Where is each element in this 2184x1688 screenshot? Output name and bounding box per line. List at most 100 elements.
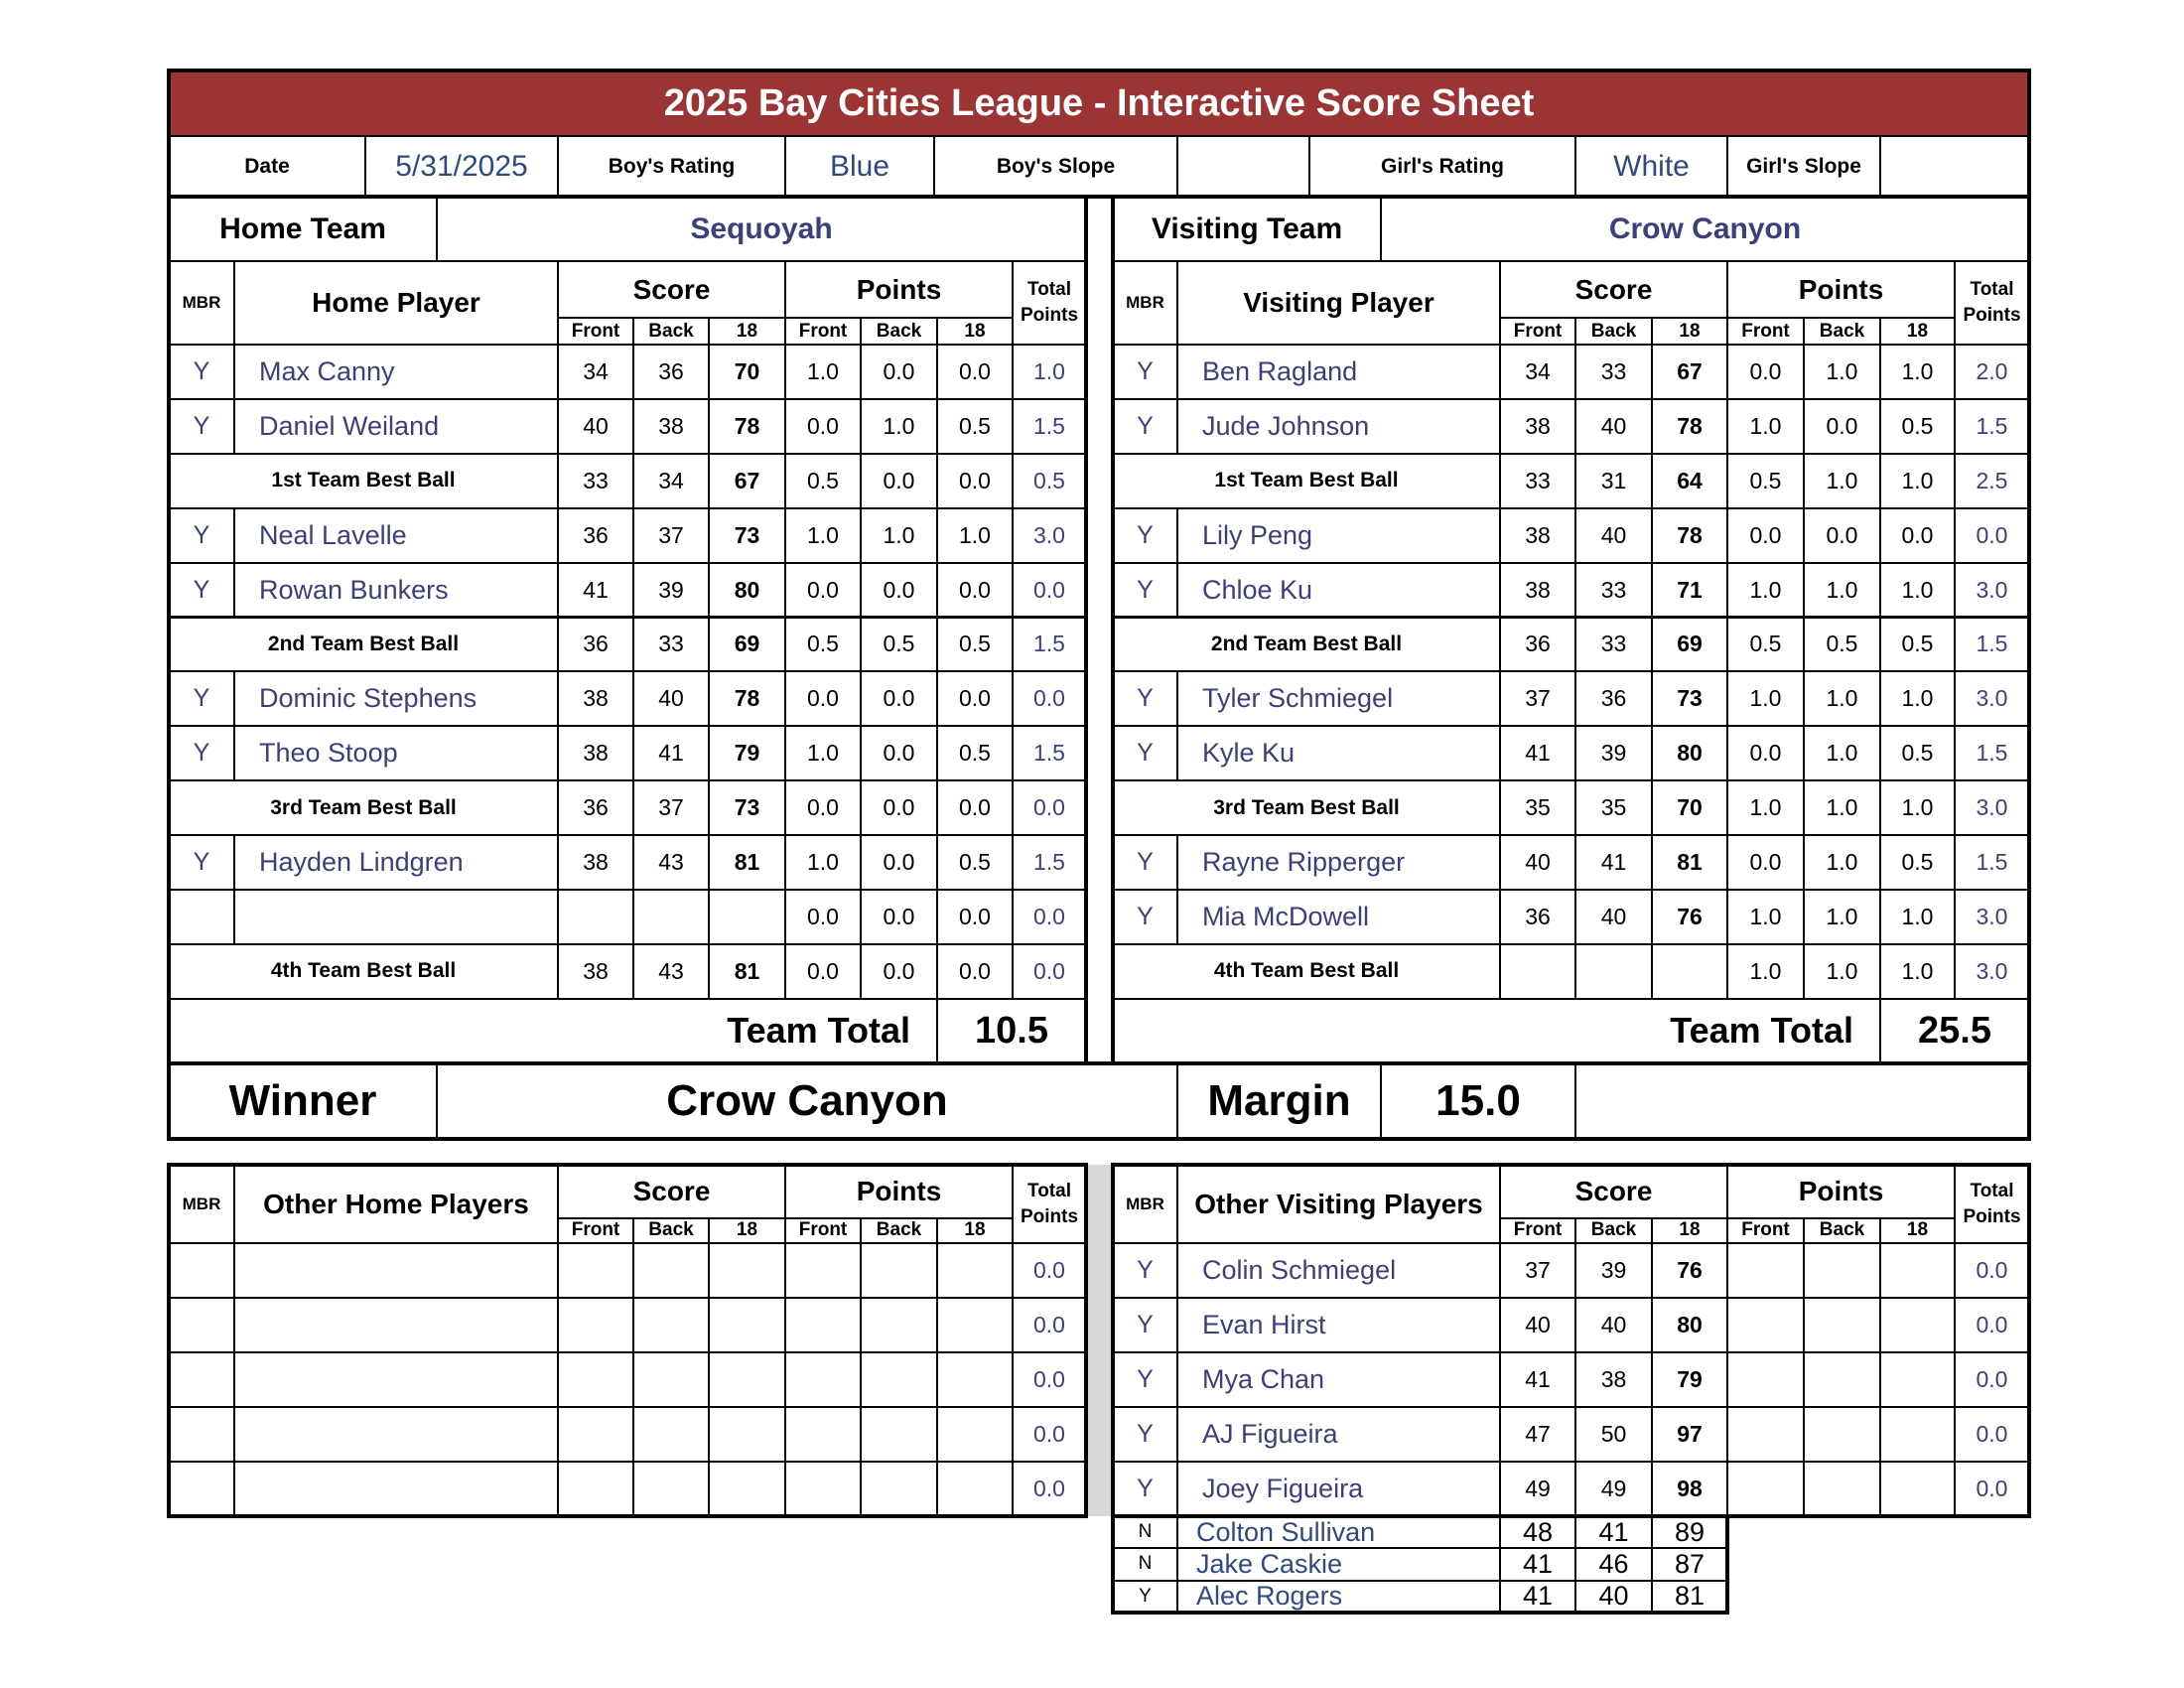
visiting-other-cell[interactable]: Evan Hirst — [1176, 1297, 1501, 1353]
home-player-name[interactable]: Rowan Bunkers — [233, 561, 559, 619]
home-other-cell[interactable] — [233, 1242, 559, 1299]
visiting-back-score[interactable]: 33 — [1574, 616, 1653, 673]
home-mbr-cell[interactable]: Y — [168, 561, 235, 619]
visiting-front-score[interactable]: 36 — [1499, 889, 1576, 945]
visiting-back-score[interactable]: 39 — [1574, 725, 1653, 782]
home-back-score[interactable]: 37 — [632, 779, 710, 837]
home-back-score[interactable]: 41 — [632, 725, 710, 782]
visiting-front-score[interactable] — [1499, 942, 1576, 1000]
home-other-cell[interactable] — [233, 1351, 559, 1408]
visiting-front-score[interactable]: 34 — [1499, 344, 1576, 400]
home-front-score[interactable]: 36 — [557, 779, 634, 837]
home-back-score[interactable]: 43 — [632, 942, 710, 1000]
home-front-score[interactable]: 38 — [557, 670, 634, 728]
visiting-front-score[interactable]: 40 — [1499, 834, 1576, 891]
visiting-front-score[interactable]: 36 — [1499, 616, 1576, 673]
boys-rating-field[interactable]: Blue — [784, 135, 935, 198]
boys-slope-field[interactable] — [1176, 135, 1310, 198]
visiting-other-cell[interactable]: Y — [1112, 1461, 1178, 1517]
girls-rating-field[interactable]: White — [1574, 135, 1728, 198]
visiting-other-cell[interactable]: AJ Figueira — [1176, 1406, 1501, 1463]
extra-mbr[interactable]: N — [1112, 1547, 1178, 1582]
home-back-score[interactable]: 37 — [632, 506, 710, 564]
extra-player-name[interactable]: Jake Caskie — [1176, 1547, 1501, 1582]
visiting-mbr-cell[interactable]: Y — [1112, 834, 1178, 891]
home-team-name[interactable]: Sequoyah — [436, 196, 1087, 262]
visiting-player-name[interactable]: Jude Johnson — [1176, 397, 1501, 455]
home-mbr-cell[interactable]: Y — [168, 344, 235, 400]
home-other-cell[interactable] — [168, 1297, 235, 1353]
home-other-cell[interactable] — [233, 1297, 559, 1353]
visiting-team-name[interactable]: Crow Canyon — [1380, 196, 2030, 262]
home-player-name[interactable]: Theo Stoop — [233, 725, 559, 782]
visiting-back-score[interactable]: 40 — [1574, 889, 1653, 945]
extra-player-name[interactable]: Alec Rogers — [1176, 1579, 1501, 1614]
home-back-score[interactable]: 34 — [632, 452, 710, 509]
visiting-other-cell[interactable]: Y — [1112, 1242, 1178, 1299]
home-mbr-cell[interactable]: Y — [168, 506, 235, 564]
visiting-mbr-cell[interactable]: Y — [1112, 506, 1178, 564]
visiting-mbr-cell[interactable]: Y — [1112, 344, 1178, 400]
home-back-score[interactable]: 43 — [632, 834, 710, 891]
home-player-name[interactable]: Dominic Stephens — [233, 670, 559, 728]
home-other-cell[interactable] — [168, 1461, 235, 1517]
visiting-front-score[interactable]: 33 — [1499, 452, 1576, 509]
extra-mbr[interactable]: N — [1112, 1515, 1178, 1550]
visiting-mbr-cell[interactable]: Y — [1112, 725, 1178, 782]
home-back-score[interactable]: 40 — [632, 670, 710, 728]
home-player-name[interactable] — [233, 889, 559, 945]
extra-player-name[interactable]: Colton Sullivan — [1176, 1515, 1501, 1550]
visiting-back-score[interactable]: 40 — [1574, 506, 1653, 564]
home-back-score[interactable]: 36 — [632, 344, 710, 400]
home-player-name[interactable]: Neal Lavelle — [233, 506, 559, 564]
home-mbr-cell[interactable]: Y — [168, 397, 235, 455]
visiting-other-cell[interactable]: Joey Figueira — [1176, 1461, 1501, 1517]
home-player-name[interactable]: Max Canny — [233, 344, 559, 400]
visiting-mbr-cell[interactable]: Y — [1112, 889, 1178, 945]
visiting-mbr-cell[interactable]: Y — [1112, 670, 1178, 728]
visiting-back-score[interactable]: 33 — [1574, 561, 1653, 619]
home-player-name[interactable]: Daniel Weiland — [233, 397, 559, 455]
visiting-back-score[interactable]: 31 — [1574, 452, 1653, 509]
visiting-front-score[interactable]: 37 — [1499, 670, 1576, 728]
home-other-cell[interactable] — [233, 1461, 559, 1517]
visiting-front-score[interactable]: 38 — [1499, 397, 1576, 455]
home-back-score[interactable]: 33 — [632, 616, 710, 673]
home-back-score[interactable]: 38 — [632, 397, 710, 455]
visiting-back-score[interactable]: 40 — [1574, 397, 1653, 455]
visiting-player-name[interactable]: Tyler Schmiegel — [1176, 670, 1501, 728]
home-front-score[interactable]: 38 — [557, 942, 634, 1000]
home-back-score[interactable] — [632, 889, 710, 945]
visiting-player-name[interactable]: Kyle Ku — [1176, 725, 1501, 782]
visiting-player-name[interactable]: Chloe Ku — [1176, 561, 1501, 619]
home-player-name[interactable]: Hayden Lindgren — [233, 834, 559, 891]
date-field[interactable]: 5/31/2025 — [364, 135, 559, 198]
home-other-cell[interactable] — [233, 1406, 559, 1463]
visiting-player-name[interactable]: Mia McDowell — [1176, 889, 1501, 945]
home-mbr-cell[interactable]: Y — [168, 725, 235, 782]
visiting-front-score[interactable]: 38 — [1499, 561, 1576, 619]
home-front-score[interactable]: 34 — [557, 344, 634, 400]
visiting-other-cell[interactable]: Y — [1112, 1406, 1178, 1463]
home-front-score[interactable]: 40 — [557, 397, 634, 455]
visiting-mbr-cell[interactable]: Y — [1112, 561, 1178, 619]
visiting-mbr-cell[interactable]: Y — [1112, 397, 1178, 455]
visiting-player-name[interactable]: Ben Ragland — [1176, 344, 1501, 400]
girls-slope-field[interactable] — [1879, 135, 2030, 198]
home-other-cell[interactable] — [168, 1406, 235, 1463]
visiting-player-name[interactable]: Lily Peng — [1176, 506, 1501, 564]
extra-mbr[interactable]: Y — [1112, 1579, 1178, 1614]
visiting-other-cell[interactable]: Y — [1112, 1351, 1178, 1408]
visiting-other-cell[interactable]: Y — [1112, 1297, 1178, 1353]
visiting-front-score[interactable]: 35 — [1499, 779, 1576, 837]
home-front-score[interactable]: 36 — [557, 506, 634, 564]
visiting-front-score[interactable]: 41 — [1499, 725, 1576, 782]
visiting-back-score[interactable]: 41 — [1574, 834, 1653, 891]
home-other-cell[interactable] — [168, 1242, 235, 1299]
visiting-other-cell[interactable]: Mya Chan — [1176, 1351, 1501, 1408]
home-back-score[interactable]: 39 — [632, 561, 710, 619]
visiting-back-score[interactable]: 33 — [1574, 344, 1653, 400]
home-front-score[interactable]: 38 — [557, 725, 634, 782]
visiting-back-score[interactable]: 36 — [1574, 670, 1653, 728]
home-front-score[interactable]: 36 — [557, 616, 634, 673]
